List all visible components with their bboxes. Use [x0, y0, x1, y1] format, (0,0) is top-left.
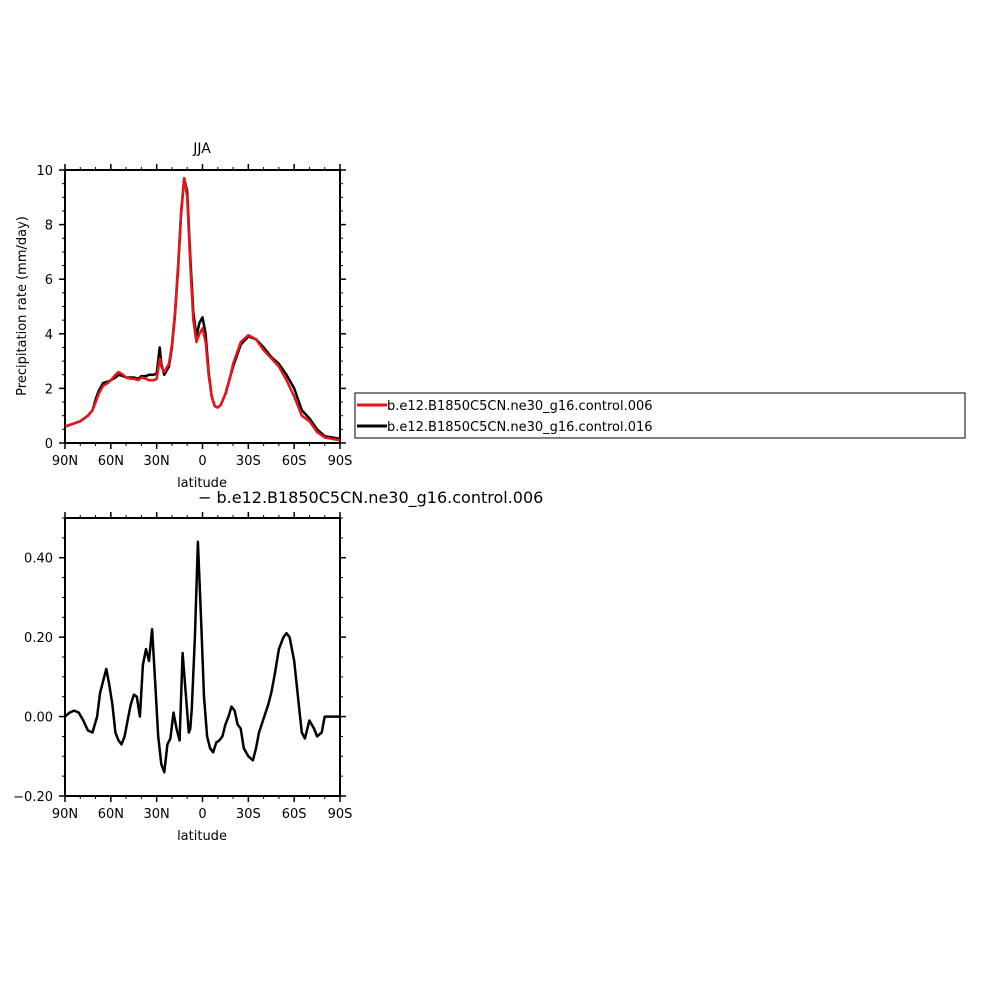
y-tick-label: 2: [45, 382, 53, 397]
y-tick-label: 0.40: [24, 552, 53, 567]
x-tick-label: 30S: [236, 807, 261, 822]
x-tick-label: 60N: [98, 454, 124, 469]
plot-title: JJA: [192, 141, 211, 157]
series-line: [64, 176, 341, 442]
legend: b.e12.B1850C5CN.ne30_g16.control.006 b.e…: [354, 392, 966, 439]
x-tick-label: 90N: [52, 454, 78, 469]
axis-tick-labels: 90N 60N 30N 0 30S 60S 90S 0 2 4 6 8 10: [36, 164, 352, 469]
axis-ticks: [59, 512, 346, 802]
diff-title: − b.e12.B1850C5CN.ne30_g16.control.006: [198, 488, 543, 508]
x-tick-label: 60S: [282, 454, 307, 469]
y-tick-label: 0: [45, 437, 53, 452]
series-lines: [64, 540, 340, 774]
x-tick-label: 90S: [328, 454, 353, 469]
series-line: [64, 176, 341, 441]
legend-label: b.e12.B1850C5CN.ne30_g16.control.016: [387, 420, 653, 435]
x-tick-label: 0: [198, 807, 206, 822]
y-tick-label: 0.20: [24, 631, 53, 646]
x-tick-label: 0: [198, 454, 206, 469]
y-tick-label: 0.00: [24, 711, 53, 726]
y-axis-title: Precipitation rate (mm/day): [15, 216, 30, 396]
x-tick-label: 30N: [144, 807, 170, 822]
x-axis-title: latitude: [177, 476, 227, 491]
y-tick-label: −0.20: [13, 790, 53, 805]
legend-label: b.e12.B1850C5CN.ne30_g16.control.006: [387, 399, 653, 414]
legend-box: [354, 392, 966, 439]
difference-panel: − b.e12.B1850C5CN.ne30_g16.control.006 9…: [13, 488, 543, 844]
series-lines: [64, 176, 341, 442]
y-tick-label: 6: [45, 273, 53, 288]
series-line: [64, 540, 340, 774]
axis-ticks: [59, 164, 346, 449]
axis-tick-labels: 90N 60N 30N 0 30S 60S 90S −0.20 0.00 0.20 0.40: [13, 552, 352, 822]
x-tick-label: 90N: [52, 807, 78, 822]
y-tick-label: 10: [36, 164, 53, 179]
x-tick-label: 60S: [282, 807, 307, 822]
y-tick-label: 4: [45, 328, 53, 343]
y-tick-label: 8: [45, 219, 53, 234]
x-tick-label: 30S: [236, 454, 261, 469]
x-tick-label: 90S: [328, 807, 353, 822]
x-tick-label: 30N: [144, 454, 170, 469]
x-axis-title: latitude: [177, 829, 227, 844]
x-tick-label: 60N: [98, 807, 124, 822]
